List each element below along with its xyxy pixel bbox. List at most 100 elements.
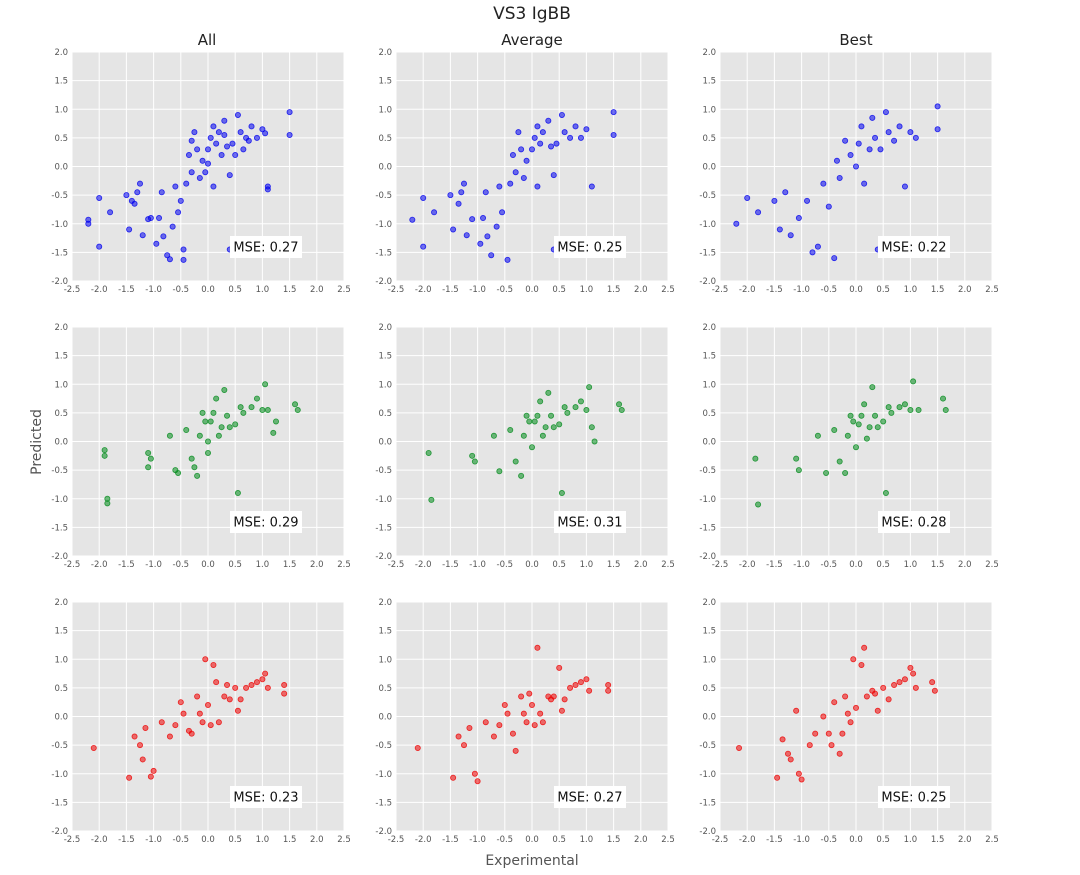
panel-row2-average: -2.5 -2.0 -1.5 -1.0 -0.5 0.0 0.5 1.0 1.5 2.0 2.5-2… bbox=[375, 323, 674, 570]
data-point bbox=[160, 233, 167, 240]
y-tick-label: -0.5 bbox=[699, 741, 716, 751]
data-point bbox=[567, 684, 574, 691]
data-point bbox=[104, 500, 111, 507]
data-point bbox=[101, 452, 108, 459]
data-point bbox=[872, 412, 879, 419]
data-point bbox=[880, 684, 887, 691]
data-point bbox=[755, 501, 762, 508]
data-point bbox=[463, 232, 470, 239]
data-point bbox=[776, 226, 783, 233]
data-point bbox=[942, 407, 949, 414]
data-point bbox=[183, 180, 190, 187]
data-point bbox=[858, 412, 865, 419]
data-point bbox=[490, 733, 497, 740]
scatter-series bbox=[409, 109, 617, 263]
data-point bbox=[853, 444, 860, 451]
data-point bbox=[872, 134, 879, 141]
x-tick-label: -1.0 bbox=[793, 835, 810, 845]
x-tick-label: -1.0 bbox=[145, 285, 162, 295]
data-point bbox=[861, 644, 868, 651]
x-tick-label: -2.5 bbox=[64, 285, 81, 295]
data-point bbox=[863, 693, 870, 700]
data-point bbox=[553, 140, 560, 147]
data-point bbox=[482, 189, 489, 196]
x-tick-label: 1.0 bbox=[256, 835, 270, 845]
x-tick-label: 1.5 bbox=[283, 285, 297, 295]
x-tick-label: 2.5 bbox=[337, 835, 351, 845]
data-point bbox=[874, 424, 881, 431]
y-tick-label: -2.0 bbox=[699, 552, 716, 562]
x-tick-label: -2.5 bbox=[64, 835, 81, 845]
data-point bbox=[577, 679, 584, 686]
data-point bbox=[885, 696, 892, 703]
y-tick-label: -0.5 bbox=[699, 466, 716, 476]
x-tick-label: 2.0 bbox=[958, 285, 972, 295]
data-point bbox=[915, 407, 922, 414]
y-tick-label: 1.5 bbox=[702, 77, 716, 87]
data-point bbox=[572, 404, 579, 411]
x-tick-label: 2.5 bbox=[661, 285, 675, 295]
data-point bbox=[281, 682, 288, 689]
y-tick-label: 1.0 bbox=[702, 380, 716, 390]
data-point bbox=[618, 407, 625, 414]
data-point bbox=[572, 682, 579, 689]
data-point bbox=[869, 384, 876, 391]
data-point bbox=[224, 412, 231, 419]
x-tick-label: 2.0 bbox=[634, 835, 648, 845]
x-tick-label: -2.5 bbox=[388, 285, 405, 295]
data-point bbox=[107, 209, 114, 216]
data-point bbox=[215, 129, 222, 136]
data-point bbox=[425, 449, 432, 456]
data-point bbox=[847, 719, 854, 726]
data-point bbox=[567, 134, 574, 141]
data-point bbox=[180, 246, 187, 253]
data-point bbox=[842, 137, 849, 144]
column-title-best: Best bbox=[839, 31, 872, 49]
x-tick-label: -1.0 bbox=[145, 560, 162, 570]
x-tick-label: -1.5 bbox=[118, 835, 135, 845]
x-axis-label: Experimental bbox=[485, 853, 578, 869]
y-tick-label: -2.0 bbox=[51, 277, 68, 287]
data-point bbox=[798, 776, 805, 783]
scatter-series bbox=[85, 109, 293, 263]
data-point bbox=[880, 418, 887, 425]
data-point bbox=[842, 469, 849, 476]
data-point bbox=[910, 670, 917, 677]
y-tick-label: 1.0 bbox=[54, 380, 68, 390]
x-tick-label: -2.0 bbox=[91, 285, 108, 295]
data-point bbox=[861, 180, 868, 187]
data-point bbox=[232, 421, 239, 428]
data-point bbox=[232, 152, 239, 159]
y-tick-label: 1.5 bbox=[54, 352, 68, 362]
data-point bbox=[188, 137, 195, 144]
y-tick-label: 0.5 bbox=[378, 684, 392, 694]
x-tick-label: 1.0 bbox=[580, 285, 594, 295]
data-point bbox=[145, 449, 152, 456]
data-point bbox=[166, 256, 173, 263]
data-point bbox=[175, 469, 182, 476]
data-point bbox=[537, 710, 544, 717]
x-tick-label: -1.0 bbox=[469, 835, 486, 845]
data-point bbox=[907, 129, 914, 136]
data-point bbox=[180, 256, 187, 263]
data-point bbox=[774, 774, 781, 781]
data-point bbox=[605, 687, 612, 694]
x-tick-label: -1.5 bbox=[442, 835, 459, 845]
data-point bbox=[512, 458, 519, 465]
y-tick-label: 2.0 bbox=[378, 48, 392, 58]
y-tick-label: 0.0 bbox=[54, 438, 68, 448]
data-point bbox=[901, 183, 908, 190]
data-point bbox=[224, 143, 231, 150]
data-point bbox=[863, 435, 870, 442]
data-point bbox=[466, 724, 473, 731]
x-tick-label: 2.0 bbox=[310, 560, 324, 570]
data-point bbox=[858, 123, 865, 130]
data-point bbox=[814, 432, 821, 439]
data-point bbox=[891, 682, 898, 689]
x-tick-label: 0.5 bbox=[552, 285, 566, 295]
data-point bbox=[795, 467, 802, 474]
data-point bbox=[409, 216, 416, 223]
data-point bbox=[901, 401, 908, 408]
y-tick-label: -1.5 bbox=[699, 248, 716, 258]
data-point bbox=[240, 409, 247, 416]
